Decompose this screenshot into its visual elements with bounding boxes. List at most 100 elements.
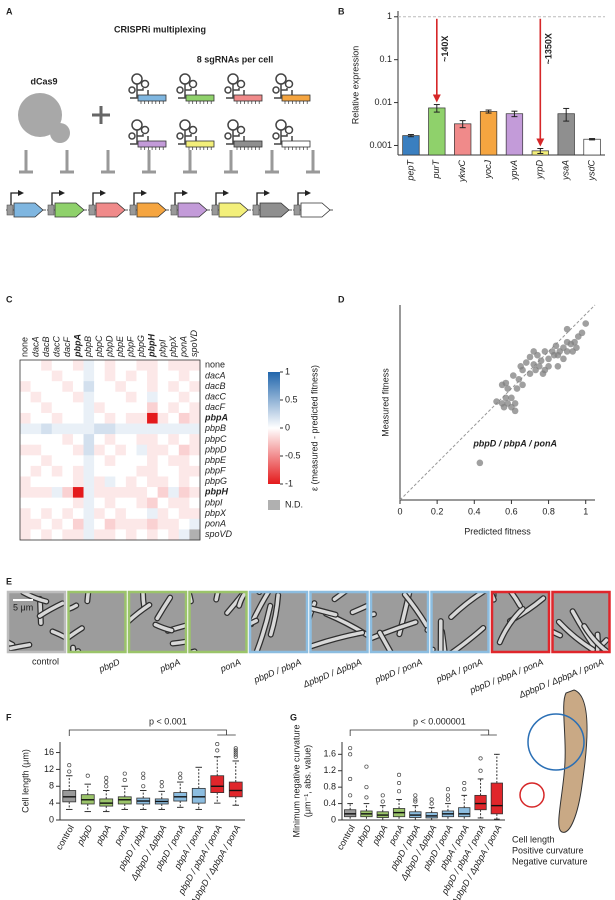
heatmap-cell bbox=[51, 476, 63, 488]
heatmap-cell bbox=[83, 497, 95, 509]
heatmap-cell bbox=[168, 434, 180, 446]
heatmap-cell bbox=[168, 444, 180, 456]
heatmap-cell bbox=[72, 381, 84, 393]
flier bbox=[104, 784, 109, 789]
heatmap-cell bbox=[125, 381, 137, 393]
heatmap-cell bbox=[168, 508, 180, 520]
cell-body bbox=[256, 592, 262, 594]
heatmap-cell bbox=[62, 360, 74, 371]
scale-label: 5 μm bbox=[13, 602, 33, 612]
heatmap-cell bbox=[136, 402, 148, 414]
panel-label: D bbox=[338, 294, 345, 304]
y-tick-label: 0 bbox=[331, 814, 336, 824]
heatmap-cell bbox=[125, 360, 137, 371]
heatmap-cell bbox=[20, 423, 31, 435]
heatmap-cell bbox=[51, 487, 63, 498]
flier bbox=[233, 754, 238, 759]
annotation: pbpD / pbpA / ponA bbox=[472, 439, 557, 449]
heatmap-cell bbox=[94, 455, 106, 467]
flier bbox=[67, 763, 72, 768]
flier bbox=[104, 775, 109, 780]
heatmap-cell bbox=[94, 476, 106, 488]
heatmap-cell bbox=[62, 487, 74, 498]
sgrna-loop bbox=[227, 119, 239, 131]
colorbar-tick-label: 0 bbox=[285, 422, 290, 432]
promoter bbox=[6, 204, 14, 216]
heatmap-cell bbox=[189, 444, 201, 456]
point bbox=[563, 325, 571, 333]
heatmap-cell bbox=[30, 518, 42, 530]
row-label: pbpE bbox=[204, 455, 227, 465]
bar bbox=[402, 135, 420, 156]
flier bbox=[104, 780, 109, 785]
heatmap-cell bbox=[41, 455, 53, 467]
heatmap-cell bbox=[157, 412, 169, 424]
sgrna-guide bbox=[233, 94, 263, 102]
sgrna-loop bbox=[176, 86, 184, 94]
heatmap-cell bbox=[125, 518, 137, 530]
y-tick-label: 4 bbox=[49, 798, 54, 808]
micrograph-frame bbox=[490, 590, 551, 654]
heatmap-cell bbox=[147, 529, 158, 541]
heatmap-cell bbox=[168, 360, 180, 371]
heatmap-cell bbox=[104, 497, 116, 509]
micrograph-label: pbpD / ponA bbox=[373, 657, 424, 685]
annotation: ~1350X bbox=[544, 33, 554, 64]
heatmap-cell bbox=[104, 423, 116, 435]
sgrna-label: 8 sgRNAs per cell bbox=[197, 54, 274, 64]
heatmap-cell bbox=[125, 508, 137, 520]
heatmap-cell bbox=[189, 402, 201, 414]
y-axis-label: (μm⁻¹, abs. value) bbox=[302, 745, 312, 817]
heatmap-cell bbox=[62, 476, 74, 488]
flier bbox=[348, 793, 353, 798]
flier bbox=[233, 752, 238, 757]
point bbox=[573, 344, 580, 352]
heatmap-cell bbox=[94, 465, 106, 477]
flier bbox=[396, 781, 402, 786]
sgrna-loop bbox=[284, 79, 294, 89]
flier bbox=[215, 748, 220, 753]
heatmap-cell bbox=[20, 381, 31, 393]
heatmap-cell bbox=[30, 381, 42, 393]
cell-body bbox=[153, 622, 174, 633]
cell-body bbox=[8, 640, 15, 647]
heatmap-cell bbox=[104, 370, 116, 382]
heatmap-cell bbox=[115, 360, 127, 371]
panel-label: F bbox=[6, 712, 12, 722]
heatmap-cell bbox=[168, 487, 180, 498]
heatmap-cell bbox=[83, 360, 95, 371]
heatmap-cell bbox=[136, 476, 148, 488]
row-label: spoVD bbox=[205, 529, 233, 539]
heatmap-cell bbox=[83, 476, 95, 488]
heatmap-cell bbox=[136, 487, 148, 498]
promoter bbox=[252, 204, 260, 216]
cell-body bbox=[250, 618, 258, 626]
point bbox=[502, 379, 510, 387]
cell-body bbox=[403, 592, 428, 628]
heatmap-cell bbox=[147, 370, 158, 382]
heatmap-cell bbox=[168, 529, 180, 541]
point bbox=[560, 355, 567, 363]
cell-body bbox=[570, 609, 600, 652]
heatmap-cell bbox=[125, 402, 137, 414]
heatmap-cell bbox=[30, 444, 42, 456]
sgrna-loop bbox=[224, 132, 232, 140]
flier bbox=[85, 773, 90, 778]
point bbox=[554, 362, 562, 370]
flier bbox=[462, 781, 467, 786]
cell-outline bbox=[254, 592, 263, 596]
heatmap-cell bbox=[94, 529, 106, 541]
heatmap-cell bbox=[115, 412, 127, 424]
y-axis-label: Relative expression bbox=[350, 46, 360, 125]
heatmap-cell bbox=[30, 423, 42, 435]
y-tick-label: 1.6 bbox=[323, 749, 336, 759]
y-axis-label: Minimum negative curvature bbox=[291, 724, 301, 837]
heatmap-cell bbox=[72, 434, 84, 446]
promoter bbox=[129, 204, 137, 216]
cell-body bbox=[68, 603, 79, 611]
heatmap-cell bbox=[62, 444, 74, 456]
heatmap-cell bbox=[147, 360, 158, 371]
heatmap-cell bbox=[83, 434, 95, 446]
flier bbox=[348, 746, 353, 751]
heatmap-cell bbox=[168, 391, 180, 403]
